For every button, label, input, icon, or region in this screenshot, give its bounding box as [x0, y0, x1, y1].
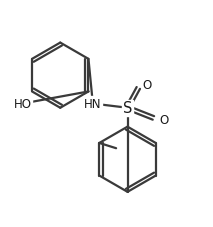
Text: S: S — [123, 101, 132, 116]
Text: O: O — [142, 79, 151, 92]
Text: HO: HO — [13, 98, 31, 111]
Text: O: O — [159, 113, 168, 126]
Text: HN: HN — [84, 98, 102, 111]
